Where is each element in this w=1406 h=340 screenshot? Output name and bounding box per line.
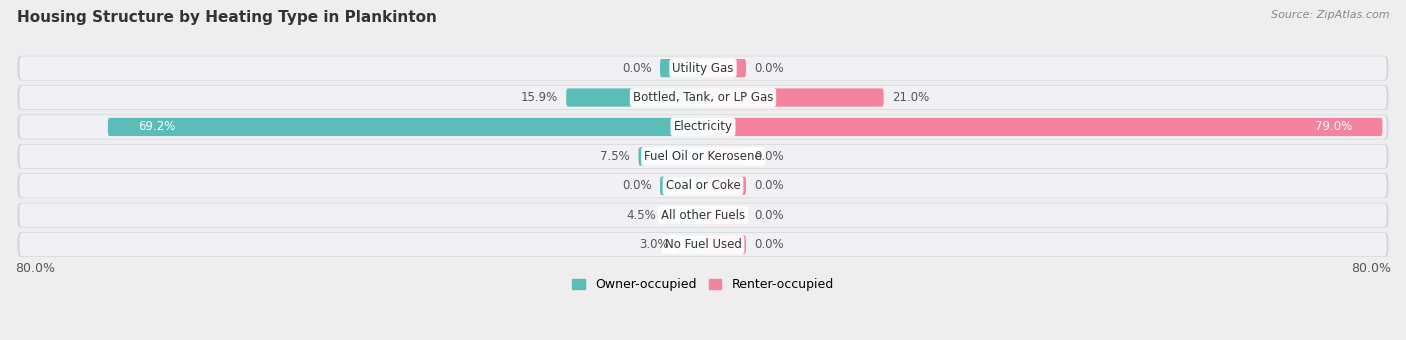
FancyBboxPatch shape (18, 203, 1388, 227)
FancyBboxPatch shape (703, 236, 747, 254)
FancyBboxPatch shape (20, 144, 1386, 168)
Text: Coal or Coke: Coal or Coke (665, 179, 741, 192)
FancyBboxPatch shape (18, 115, 1388, 139)
Text: No Fuel Used: No Fuel Used (665, 238, 741, 251)
FancyBboxPatch shape (20, 233, 1386, 256)
FancyBboxPatch shape (18, 144, 1388, 169)
FancyBboxPatch shape (638, 147, 703, 166)
FancyBboxPatch shape (703, 59, 747, 77)
FancyBboxPatch shape (659, 59, 703, 77)
FancyBboxPatch shape (20, 174, 1386, 198)
FancyBboxPatch shape (20, 115, 1386, 139)
FancyBboxPatch shape (703, 177, 747, 195)
Text: 4.5%: 4.5% (626, 209, 655, 222)
FancyBboxPatch shape (678, 236, 703, 254)
FancyBboxPatch shape (703, 118, 1382, 136)
Text: 0.0%: 0.0% (755, 62, 785, 74)
Text: All other Fuels: All other Fuels (661, 209, 745, 222)
Text: Electricity: Electricity (673, 120, 733, 133)
Text: 0.0%: 0.0% (755, 209, 785, 222)
FancyBboxPatch shape (18, 56, 1388, 81)
Text: 0.0%: 0.0% (755, 238, 785, 251)
FancyBboxPatch shape (567, 88, 703, 107)
Text: 0.0%: 0.0% (621, 179, 651, 192)
Text: 7.5%: 7.5% (600, 150, 630, 163)
Text: 15.9%: 15.9% (520, 91, 558, 104)
Text: 80.0%: 80.0% (15, 262, 55, 275)
Text: Utility Gas: Utility Gas (672, 62, 734, 74)
Text: Source: ZipAtlas.com: Source: ZipAtlas.com (1271, 10, 1389, 20)
Text: 0.0%: 0.0% (621, 62, 651, 74)
FancyBboxPatch shape (18, 232, 1388, 257)
Text: 0.0%: 0.0% (755, 150, 785, 163)
FancyBboxPatch shape (18, 173, 1388, 198)
Text: Housing Structure by Heating Type in Plankinton: Housing Structure by Heating Type in Pla… (17, 10, 437, 25)
FancyBboxPatch shape (664, 206, 703, 224)
FancyBboxPatch shape (18, 85, 1388, 110)
FancyBboxPatch shape (703, 206, 747, 224)
Legend: Owner-occupied, Renter-occupied: Owner-occupied, Renter-occupied (568, 273, 838, 296)
Text: Fuel Oil or Kerosene: Fuel Oil or Kerosene (644, 150, 762, 163)
Text: 0.0%: 0.0% (755, 179, 785, 192)
FancyBboxPatch shape (108, 118, 703, 136)
FancyBboxPatch shape (703, 88, 883, 107)
FancyBboxPatch shape (20, 203, 1386, 227)
Text: 80.0%: 80.0% (1351, 262, 1391, 275)
FancyBboxPatch shape (703, 147, 747, 166)
Text: 69.2%: 69.2% (138, 120, 176, 133)
Text: Bottled, Tank, or LP Gas: Bottled, Tank, or LP Gas (633, 91, 773, 104)
Text: 3.0%: 3.0% (638, 238, 669, 251)
FancyBboxPatch shape (659, 177, 703, 195)
Text: 79.0%: 79.0% (1315, 120, 1353, 133)
FancyBboxPatch shape (20, 56, 1386, 80)
FancyBboxPatch shape (20, 86, 1386, 109)
Text: 21.0%: 21.0% (893, 91, 929, 104)
